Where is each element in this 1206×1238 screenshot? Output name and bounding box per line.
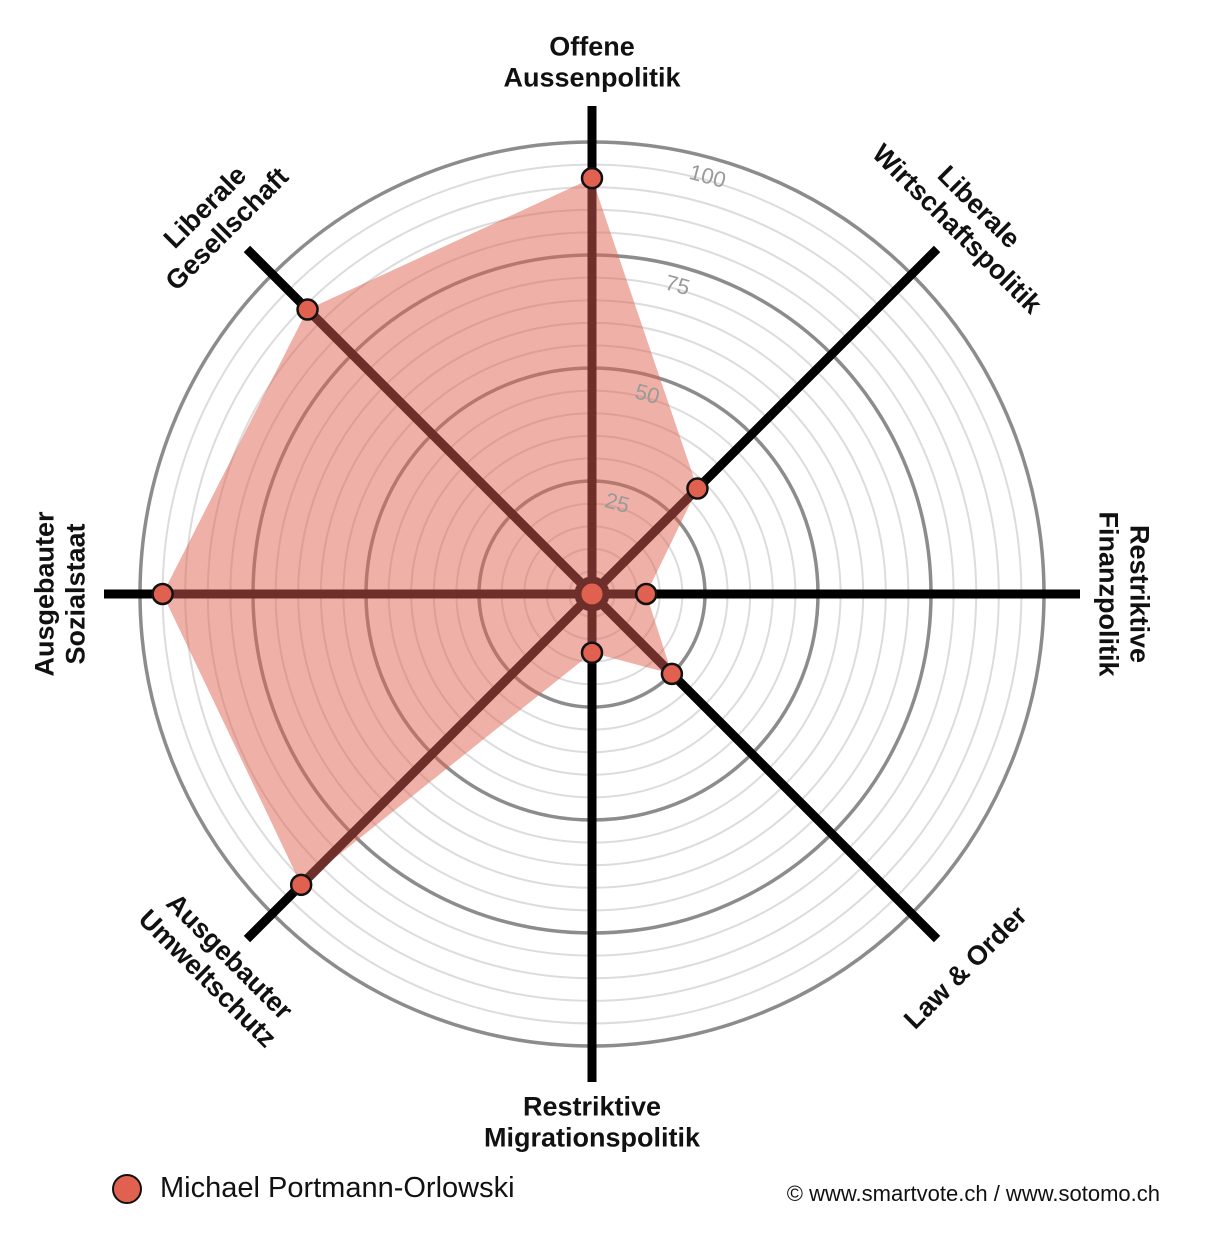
axis-label: Migrationspolitik	[484, 1123, 701, 1153]
data-point	[151, 582, 174, 606]
axis-label: Aussenpolitik	[503, 63, 681, 93]
axis-label: Finanzpolitik	[1093, 512, 1123, 678]
legend-marker	[112, 1173, 142, 1204]
tick-label: 100	[687, 159, 729, 193]
axis-label: Restriktive	[1124, 525, 1154, 663]
series-area	[162, 178, 698, 885]
data-point	[686, 477, 709, 500]
series-spoke-segment	[588, 485, 701, 598]
legend-series-name: Michael Portmann-Orlowski	[160, 1172, 515, 1204]
chart-area-layer	[162, 178, 698, 885]
data-point	[580, 641, 604, 665]
series-spoke-segment	[304, 306, 596, 598]
center-hub	[574, 576, 610, 612]
credit-text: © www.smartvote.ch / www.sotomo.ch	[786, 1181, 1160, 1206]
series-spoke-segment	[297, 590, 596, 889]
data-point	[660, 662, 684, 686]
data-point	[634, 582, 658, 606]
chart-points	[151, 166, 709, 897]
data-point	[289, 873, 313, 897]
axis-label: Restriktive	[523, 1092, 661, 1122]
legend: Michael Portmann-Orlowski	[112, 1172, 515, 1205]
axis-label-group: Ausgebauter Sozialstaat	[30, 511, 91, 677]
data-point	[296, 298, 319, 321]
axis-label: Sozialstaat	[61, 523, 91, 664]
axis-label: Offene	[549, 32, 635, 62]
tick-label: 75	[662, 270, 692, 300]
data-point	[580, 166, 604, 190]
series-spoke-segment	[588, 590, 676, 678]
axis-label: Ausgebauter	[30, 511, 60, 677]
chart-spokes	[104, 106, 1080, 1082]
